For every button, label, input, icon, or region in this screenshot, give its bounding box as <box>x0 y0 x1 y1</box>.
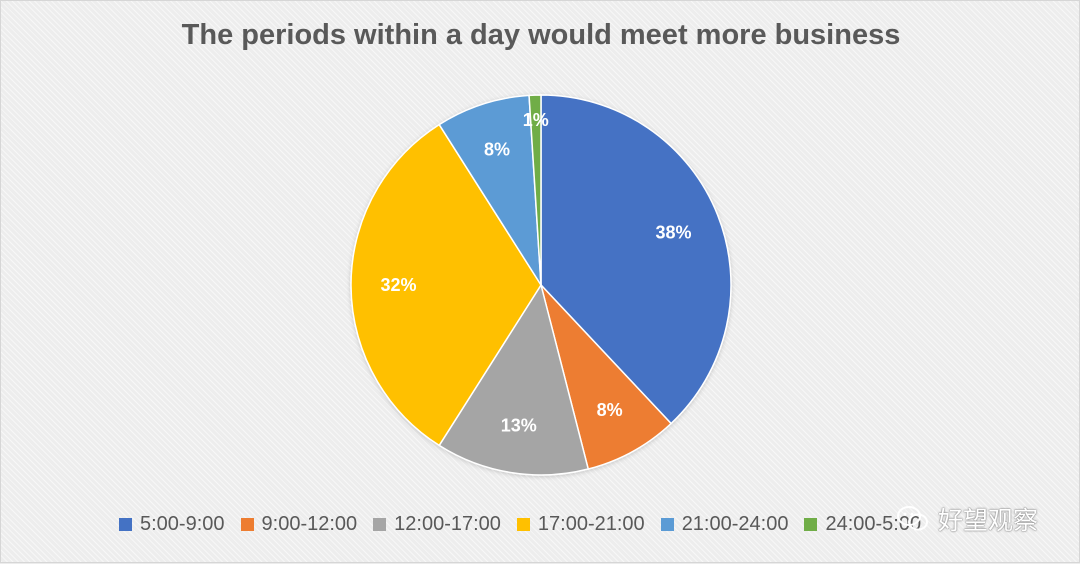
pie-slice-17:00-21:00 <box>350 123 542 447</box>
legend-swatch <box>240 517 254 531</box>
chart-title: The periods within a day would meet more… <box>181 19 901 51</box>
legend-item-17:00-21:00: 17:00-21:00 <box>516 512 645 536</box>
legend-label: 9:00-12:00 <box>261 512 358 535</box>
legend-item-24:00-5:00: 24:00-5:00 <box>804 513 921 536</box>
legend-item-5:00-9:00: 5:00-9:00 <box>119 513 225 536</box>
slice-label-12:00-17:00: 13% <box>501 416 537 436</box>
watermark-text: 好望观察 <box>938 507 1039 535</box>
slice-label-17:00-21:00: 32% <box>380 275 416 295</box>
pie-slice-24:00-5:00 <box>528 94 542 286</box>
chart-legend: 5:00-9:00 9:00-12:00 12:00-17:00 17:00-21:0… <box>119 512 937 536</box>
pie-slice-5:00-9:00 <box>540 94 732 425</box>
legend-label: 24:00-5:00 <box>825 512 922 535</box>
pie-slice-21:00-24:00 <box>438 94 542 286</box>
slice-label-24:00-5:00: 1% <box>523 110 549 130</box>
legend-swatch <box>804 517 818 531</box>
pie-slice-12:00-17:00 <box>438 283 590 476</box>
legend-label: 5:00-9:00 <box>140 512 225 535</box>
slice-label-21:00-24:00: 8% <box>484 139 510 159</box>
slice-label-9:00-12:00: 8% <box>597 400 623 420</box>
legend-swatch <box>660 517 674 531</box>
legend-swatch <box>373 517 387 531</box>
legend-label: 17:00-21:00 <box>537 512 645 535</box>
legend-item-12:00-17:00: 12:00-17:00 <box>373 513 501 536</box>
legend-label: 21:00-24:00 <box>681 512 789 535</box>
legend-swatch <box>119 517 132 531</box>
legend-item-21:00-24:00: 21:00-24:00 <box>660 512 789 536</box>
legend-item-9:00-12:00: 9:00-12:00 <box>240 512 358 536</box>
legend-swatch <box>516 517 530 531</box>
slice-label-5:00-9:00: 38% <box>655 223 691 243</box>
watermark: 好望观察 <box>896 501 1038 537</box>
wechat-icon <box>897 506 928 531</box>
legend-label: 12:00-17:00 <box>394 512 501 535</box>
pie-slice-9:00-12:00 <box>540 284 673 470</box>
